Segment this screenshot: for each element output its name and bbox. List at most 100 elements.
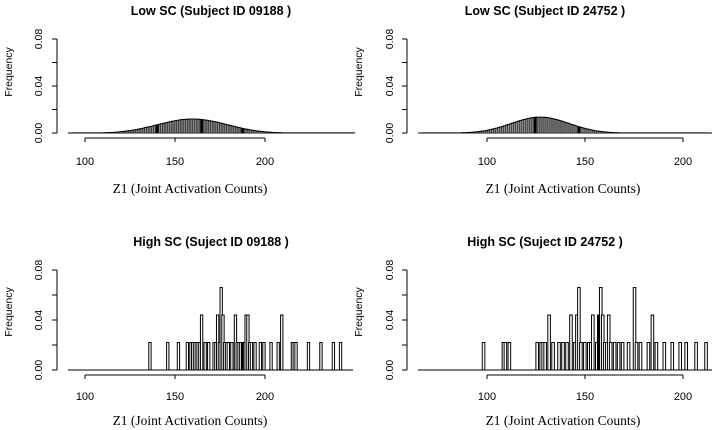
histogram-bar (684, 342, 688, 371)
y-tick-label: 0.00 (384, 123, 396, 144)
panel-low-sc-24752: Low SC (Subject ID 24752 ) Frequency 0.0… (353, 4, 712, 196)
y-tick-label: 0.08 (33, 29, 45, 50)
histogram-bars (52, 38, 356, 142)
y-tick-label: 0.08 (33, 260, 45, 281)
histogram-bar (557, 342, 561, 371)
x-tick-label: 150 (166, 156, 184, 168)
histogram-bar (543, 342, 547, 371)
histogram-bars (402, 38, 712, 142)
x-tick-label: 100 (76, 391, 94, 403)
y-tick-label: 0.04 (33, 310, 45, 331)
x-tick-label: 100 (76, 156, 94, 168)
x-tick-label: 200 (256, 156, 274, 168)
y-tick-label: 0.04 (384, 76, 396, 97)
panel-title: High SC (Suject ID 24752 ) (467, 235, 623, 249)
histogram-bar (694, 342, 698, 371)
y-axis-label: Frequency (3, 286, 15, 336)
histogram-bar (207, 342, 211, 371)
x-tick-label: 150 (166, 391, 184, 403)
y-tick-label: 0.08 (384, 29, 396, 50)
histogram-bar (561, 342, 565, 371)
histogram-bar (253, 342, 257, 371)
y-tick-label: 0.00 (33, 123, 45, 144)
histogram-bar (634, 342, 639, 371)
x-tick-label: 200 (256, 391, 274, 403)
histogram-bar (626, 342, 631, 371)
histogram-bar (166, 342, 170, 371)
panel-high-sc-09188: High SC (Suject ID 09188 ) Frequency 0.0… (3, 235, 353, 428)
histogram-bar (230, 342, 234, 371)
histogram-bar (331, 342, 336, 371)
histogram-bar (650, 314, 655, 371)
histogram-bar (632, 287, 637, 371)
x-tick-label: 100 (478, 391, 496, 403)
histogram-bar (704, 342, 708, 371)
x-tick-label: 150 (576, 391, 594, 403)
histogram-bar (670, 342, 675, 371)
histogram-bar (569, 314, 573, 371)
histogram-bar (612, 342, 617, 371)
histogram-bar (226, 342, 230, 371)
histogram-bar (319, 342, 323, 371)
histogram-outline (71, 118, 356, 134)
panel-title: Low SC (Subject ID 09188 ) (131, 4, 291, 18)
y-tick-label: 0.00 (33, 360, 45, 381)
histogram-bar (507, 342, 512, 371)
histogram-bar (678, 342, 683, 371)
histogram-bar (481, 342, 486, 371)
panel-title: Low SC (Subject ID 24752 ) (465, 4, 625, 18)
y-axis-label: Frequency (353, 46, 365, 96)
histogram-bar (199, 314, 204, 371)
y-tick-label: 0.08 (384, 260, 396, 281)
histogram-bars (52, 269, 353, 379)
histogram-bar (249, 342, 254, 371)
highlight-bin (577, 127, 581, 133)
y-tick-label: 0.04 (33, 76, 45, 97)
histogram-bar (203, 342, 207, 371)
histogram-bars (402, 269, 712, 379)
histogram-bar (654, 342, 659, 371)
histogram-bar (616, 342, 621, 371)
histogram-outline (421, 116, 709, 134)
panel-low-sc-09188: Low SC (Subject ID 09188 ) Frequency 0.0… (3, 4, 356, 196)
highlight-bin (533, 117, 537, 133)
x-axis-label: Z1 (Joint Activation Counts) (113, 181, 268, 196)
x-tick-label: 100 (478, 156, 496, 168)
panel-high-sc-24752: High SC (Suject ID 24752 ) Frequency 0.0… (353, 235, 712, 428)
histogram-bar (294, 342, 298, 371)
x-axis-label: Z1 (Joint Activation Counts) (486, 181, 641, 196)
y-tick-label: 0.04 (384, 310, 396, 331)
histogram-bar (148, 342, 152, 371)
histogram-bar (608, 342, 613, 371)
y-axis-label: Frequency (3, 46, 15, 96)
histogram-bar (577, 287, 581, 371)
histogram-bar (269, 342, 273, 371)
highlight-bin (200, 119, 203, 133)
histogram-bar (646, 342, 651, 371)
x-tick-label: 200 (674, 156, 692, 168)
histogram-bar (276, 342, 280, 371)
x-tick-label: 150 (576, 156, 594, 168)
y-tick-label: 0.00 (384, 360, 396, 381)
histogram-bar (620, 342, 625, 371)
x-tick-label: 200 (674, 391, 692, 403)
histogram-bar (662, 342, 667, 371)
panel-title: High SC (Suject ID 09188 ) (133, 235, 289, 249)
histogram-bar (579, 342, 583, 371)
histogram-bar (503, 342, 508, 371)
histogram-bar (551, 342, 555, 371)
highlight-bin (241, 128, 244, 133)
histogram-bar (185, 342, 190, 371)
histogram-bar (638, 342, 643, 371)
histogram-bar (565, 342, 569, 371)
histogram-bar (280, 314, 284, 371)
x-axis-label: Z1 (Joint Activation Counts) (486, 413, 641, 428)
histogram-bar (262, 342, 266, 371)
highlight-bin (241, 342, 244, 370)
histogram-bar (258, 342, 263, 371)
histogram-bar (306, 342, 311, 371)
x-axis-label: Z1 (Joint Activation Counts) (113, 413, 268, 428)
histogram-bar (535, 342, 539, 371)
histogram-bar (547, 314, 551, 371)
